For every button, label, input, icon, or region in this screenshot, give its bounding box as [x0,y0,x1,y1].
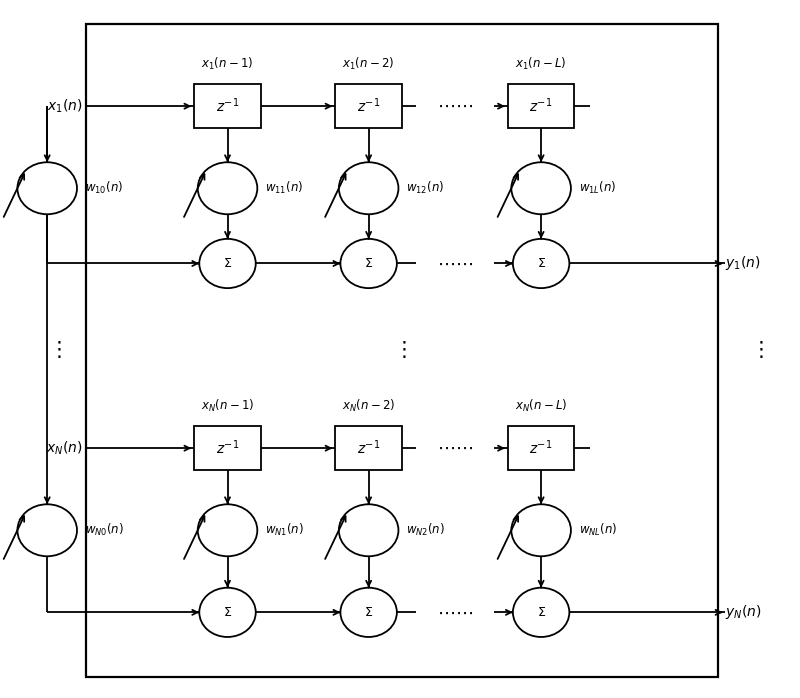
Text: $y_{1}(n)$: $y_{1}(n)$ [726,255,761,272]
Text: $z^{-1}$: $z^{-1}$ [530,439,553,457]
Text: $\vdots$: $\vdots$ [394,339,406,359]
Circle shape [18,504,77,556]
Circle shape [199,239,256,288]
Text: $x_{1}(n-2)$: $x_{1}(n-2)$ [342,56,395,72]
Text: $w_{11}(n)$: $w_{11}(n)$ [265,180,303,196]
Text: $w_{12}(n)$: $w_{12}(n)$ [406,180,444,196]
Circle shape [18,162,77,214]
Bar [508,426,574,470]
Text: $w_{N2}(n)$: $w_{N2}(n)$ [406,522,446,538]
Text: $z^{-1}$: $z^{-1}$ [357,97,380,115]
Circle shape [339,162,398,214]
Circle shape [198,162,258,214]
Text: $\Sigma$: $\Sigma$ [364,257,374,270]
Text: $w_{1L}(n)$: $w_{1L}(n)$ [578,180,616,196]
Text: $x_{1}(n)$: $x_{1}(n)$ [47,98,82,115]
Bar [86,24,718,677]
Text: $\cdots\cdots$: $\cdots\cdots$ [437,255,473,272]
Text: $z^{-1}$: $z^{-1}$ [216,439,239,457]
Circle shape [199,588,256,637]
Text: $\cdots\cdots$: $\cdots\cdots$ [437,439,473,457]
Circle shape [198,504,258,556]
Text: $z^{-1}$: $z^{-1}$ [216,97,239,115]
Text: $\Sigma$: $\Sigma$ [537,606,546,619]
Bar [194,426,261,470]
Text: $\vdots$: $\vdots$ [750,339,763,359]
Text: $w_{10}(n)$: $w_{10}(n)$ [85,180,123,196]
Circle shape [339,504,398,556]
Text: $\Sigma$: $\Sigma$ [364,606,374,619]
Text: $w_{N0}(n)$: $w_{N0}(n)$ [85,522,124,538]
Text: $x_{1}(n-1)$: $x_{1}(n-1)$ [202,56,254,72]
Text: $x_{1}(n-L)$: $x_{1}(n-L)$ [515,56,567,72]
Text: $x_{N}(n-L)$: $x_{N}(n-L)$ [515,398,567,414]
Bar [335,84,402,128]
Circle shape [511,504,571,556]
Bar [508,84,574,128]
Circle shape [511,162,571,214]
Text: $w_{N1}(n)$: $w_{N1}(n)$ [265,522,304,538]
Text: $\Sigma$: $\Sigma$ [223,257,232,270]
Text: $z^{-1}$: $z^{-1}$ [530,97,553,115]
Text: $x_{N}(n)$: $x_{N}(n)$ [46,440,82,457]
Bar [335,426,402,470]
Text: $z^{-1}$: $z^{-1}$ [357,439,380,457]
Text: $\vdots$: $\vdots$ [48,339,62,359]
Bar [194,84,261,128]
Text: $\Sigma$: $\Sigma$ [537,257,546,270]
Text: $w_{NL}(n)$: $w_{NL}(n)$ [578,522,617,538]
Circle shape [341,588,397,637]
Circle shape [341,239,397,288]
Text: $x_{N}(n-1)$: $x_{N}(n-1)$ [201,398,254,414]
Text: $x_{N}(n-2)$: $x_{N}(n-2)$ [342,398,395,414]
Text: $y_{N}(n)$: $y_{N}(n)$ [726,603,762,621]
Text: $\cdots\cdots$: $\cdots\cdots$ [437,97,473,115]
Text: $\Sigma$: $\Sigma$ [223,606,232,619]
Text: $\cdots\cdots$: $\cdots\cdots$ [437,603,473,621]
Circle shape [513,588,570,637]
Circle shape [513,239,570,288]
